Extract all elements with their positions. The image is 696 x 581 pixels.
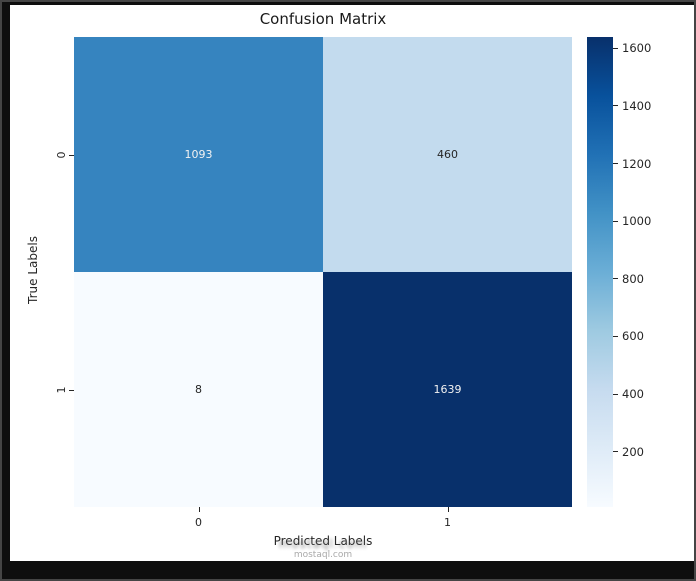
heatmap-grid: 1093 460 8 1639 bbox=[74, 37, 572, 507]
y-axis-title: True Labels bbox=[26, 236, 40, 304]
colorbar bbox=[587, 37, 613, 507]
heatmap-cell-true0-pred1: 460 bbox=[323, 37, 572, 272]
colorbar-tick: 1400 bbox=[613, 99, 651, 113]
colorbar-tickmark bbox=[613, 220, 618, 222]
heatmap-cell-true1-pred1: 1639 bbox=[323, 272, 572, 507]
colorbar-tick-label: 400 bbox=[622, 387, 644, 402]
figure-canvas: Confusion Matrix 1093 460 8 1639 0 1 0 1… bbox=[10, 5, 694, 561]
colorbar-tick: 1000 bbox=[613, 214, 651, 228]
colorbar-tick: 600 bbox=[613, 329, 644, 343]
heatmap-cell-true1-pred0: 8 bbox=[74, 272, 323, 507]
y-axis-tickmark-0 bbox=[69, 154, 74, 156]
colorbar-tickmark bbox=[613, 451, 618, 453]
colorbar-tickmark bbox=[613, 47, 618, 49]
watermark-text: mostaql.com bbox=[293, 550, 353, 560]
colorbar-tickmark bbox=[613, 105, 618, 107]
colorbar-ticks: 200 400 600 800 1000 1200 1400 1600 bbox=[613, 37, 665, 507]
x-axis-tickmark-0 bbox=[198, 507, 200, 512]
colorbar-tick-label: 1600 bbox=[622, 41, 652, 56]
colorbar-tick: 400 bbox=[613, 387, 644, 401]
colorbar-tick-label: 1000 bbox=[622, 214, 652, 229]
heatmap-plot-area: 1093 460 8 1639 0 1 0 1 bbox=[55, 37, 572, 529]
colorbar-tick-label: 200 bbox=[622, 444, 644, 459]
colorbar-tickmark bbox=[613, 393, 618, 395]
colorbar-tickmark bbox=[613, 163, 618, 165]
colorbar-tick-label: 600 bbox=[622, 329, 644, 344]
colorbar-tick: 1200 bbox=[613, 157, 651, 171]
y-axis-tick-label-1: 1 bbox=[55, 386, 68, 393]
y-axis-tick-label-0: 0 bbox=[55, 151, 68, 158]
chart-title: Confusion Matrix bbox=[259, 10, 387, 28]
colorbar-tickmark bbox=[613, 335, 618, 337]
colorbar-tick-label: 1200 bbox=[622, 156, 652, 171]
colorbar-tick: 200 bbox=[613, 445, 644, 459]
x-axis-title: Predicted Labels bbox=[273, 534, 373, 548]
colorbar-tick: 1600 bbox=[613, 41, 651, 55]
y-axis-tickmark-1 bbox=[69, 389, 74, 391]
x-axis-tickmark-1 bbox=[447, 507, 449, 512]
colorbar-tick-label: 800 bbox=[622, 271, 644, 286]
x-axis-tick-label-1: 1 bbox=[444, 516, 451, 529]
x-axis-tick-label-0: 0 bbox=[195, 516, 202, 529]
colorbar-tickmark bbox=[613, 278, 618, 280]
heatmap-cell-true0-pred0: 1093 bbox=[74, 37, 323, 272]
colorbar-tick: 800 bbox=[613, 272, 644, 286]
colorbar-tick-label: 1400 bbox=[622, 98, 652, 113]
